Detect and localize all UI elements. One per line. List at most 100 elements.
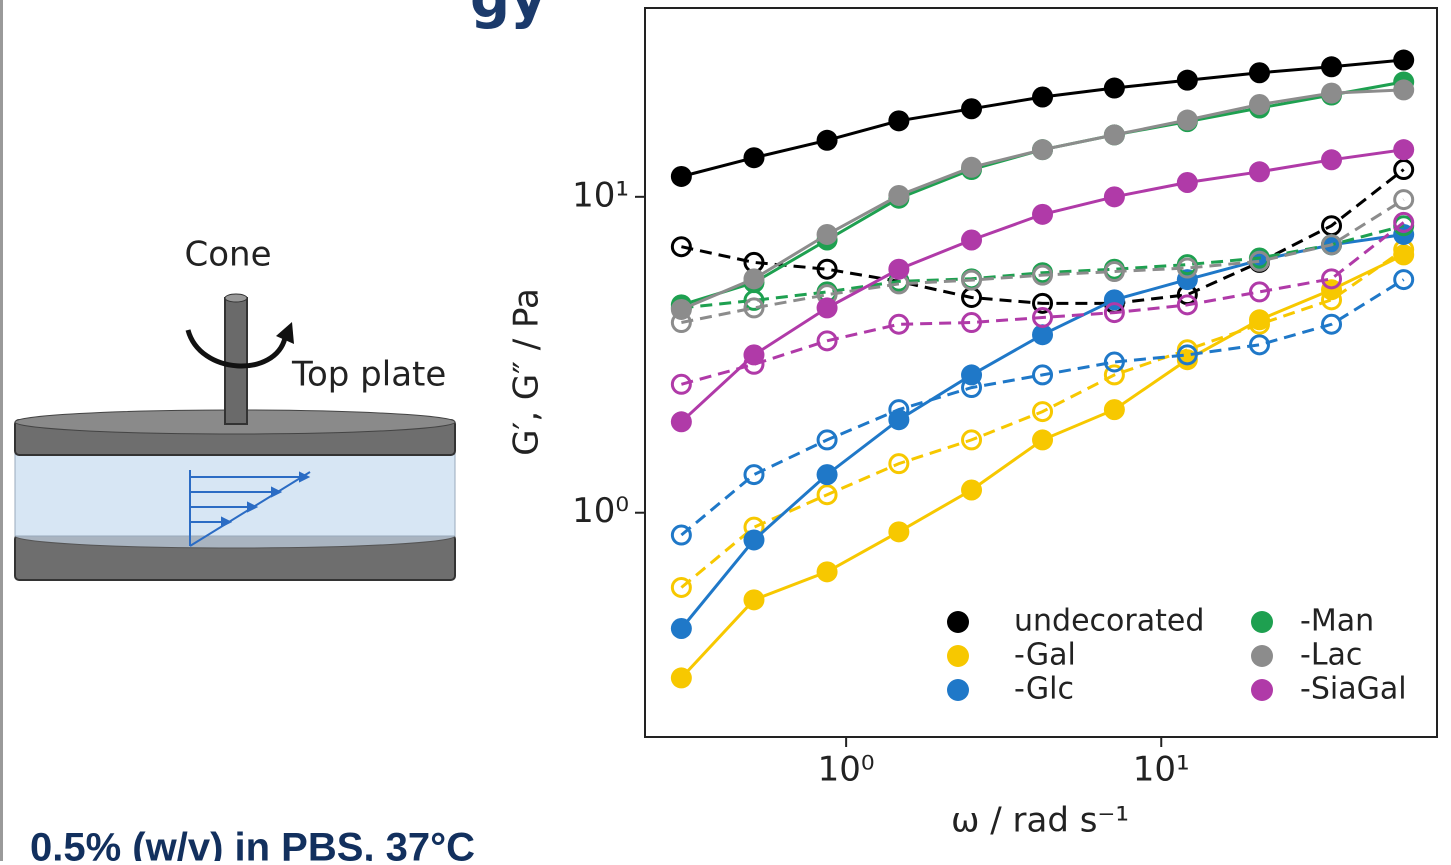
shaft-top [224,293,248,303]
storage-marker [888,521,910,543]
loss-marker [1032,292,1054,314]
loss-marker [816,429,838,451]
loss-marker [1248,334,1270,356]
legend-marker [947,611,969,633]
loss-marker [1032,401,1054,423]
loss-marker [670,236,692,258]
slide-title-fragment: gy [470,0,547,31]
legend-marker [1251,679,1273,701]
loss-fit-line [680,248,1405,589]
storage-marker [816,464,838,486]
storage-marker [816,297,838,319]
loss-marker [1321,234,1343,256]
rotation-arrow [185,329,288,369]
storage-marker [743,147,765,169]
loss-marker [888,313,910,335]
cone-label: Cone [184,235,271,275]
storage-marker [888,184,910,206]
loss-marker [743,464,765,486]
storage-marker [961,479,983,501]
loss-marker [1032,264,1054,286]
storage-marker [670,298,692,320]
slide-border [0,0,3,861]
loss-marker [1103,261,1125,283]
storage-marker [1103,77,1125,99]
storage-marker [1248,161,1270,183]
loss-marker [961,269,983,291]
loss-marker [1103,302,1125,324]
storage-marker [961,156,983,178]
storage-marker [1248,62,1270,84]
loss-fit-line [681,168,1405,305]
loss-marker [670,576,692,598]
storage-marker [816,223,838,245]
storage-marker [743,529,765,551]
x-axis-label: ω / rad s⁻¹ [951,801,1129,841]
storage-marker [1176,109,1198,131]
storage-marker [1321,149,1343,171]
y-tick-label: 10⁰ [572,491,629,531]
loss-marker [1393,189,1415,211]
velocity-profile [189,470,311,547]
storage-marker [1321,56,1343,78]
loss-marker [1176,294,1198,316]
loss-fit-line [681,198,1405,324]
storage-marker [816,561,838,583]
storage-marker [1103,399,1125,421]
storage-marker [888,110,910,132]
loss-marker [1248,250,1270,272]
storage-marker [1393,49,1415,71]
loss-marker [816,258,838,280]
storage-marker [961,98,983,120]
plot-frame [644,7,1438,738]
loss-marker [1103,351,1125,373]
storage-marker [1176,69,1198,91]
storage-marker [1321,82,1343,104]
loss-marker [1103,364,1125,386]
storage-marker [961,229,983,251]
legend-label: -Gal [1014,638,1076,673]
legend-label: -Lac [1300,638,1362,673]
storage-marker [743,344,765,366]
storage-marker [1393,79,1415,101]
storage-marker [1248,93,1270,115]
loss-marker [1032,306,1054,328]
storage-marker [1103,124,1125,146]
legend-label: undecorated [1014,604,1204,639]
storage-marker [1393,244,1415,266]
legend-label: -Glc [1014,672,1074,707]
storage-marker [816,129,838,151]
loss-marker [670,373,692,395]
storage-marker [1032,429,1054,451]
storage-marker [1103,186,1125,208]
x-tick-label: 10⁰ [818,750,875,790]
shaft [224,297,248,425]
loss-marker [888,453,910,475]
loss-fit-line [681,221,1405,386]
storage-marker [743,589,765,611]
plate-label: Top plate [291,355,446,395]
storage-marker [1393,139,1415,161]
loss-marker [961,429,983,451]
loss-marker [1393,211,1415,233]
storage-marker [670,667,692,689]
storage-marker [670,618,692,640]
legend-label: -SiaGal [1300,672,1407,707]
loss-marker [816,484,838,506]
loss-marker [743,297,765,319]
loss-marker [1321,268,1343,290]
sample-fluid [14,451,456,537]
storage-marker [1248,309,1270,331]
storage-marker [961,364,983,386]
storage-marker [670,165,692,187]
storage-marker [743,268,765,290]
storage-marker [1032,139,1054,161]
y-tick-label: 10¹ [572,175,629,215]
rheometer-diagram: Cone Top plate [14,235,456,581]
storage-marker [670,411,692,433]
loss-marker [1248,281,1270,303]
conditions-text: 0.5% (w/v) in PBS, 37°C [30,826,475,861]
storage-marker [1176,171,1198,193]
loss-marker [816,330,838,352]
